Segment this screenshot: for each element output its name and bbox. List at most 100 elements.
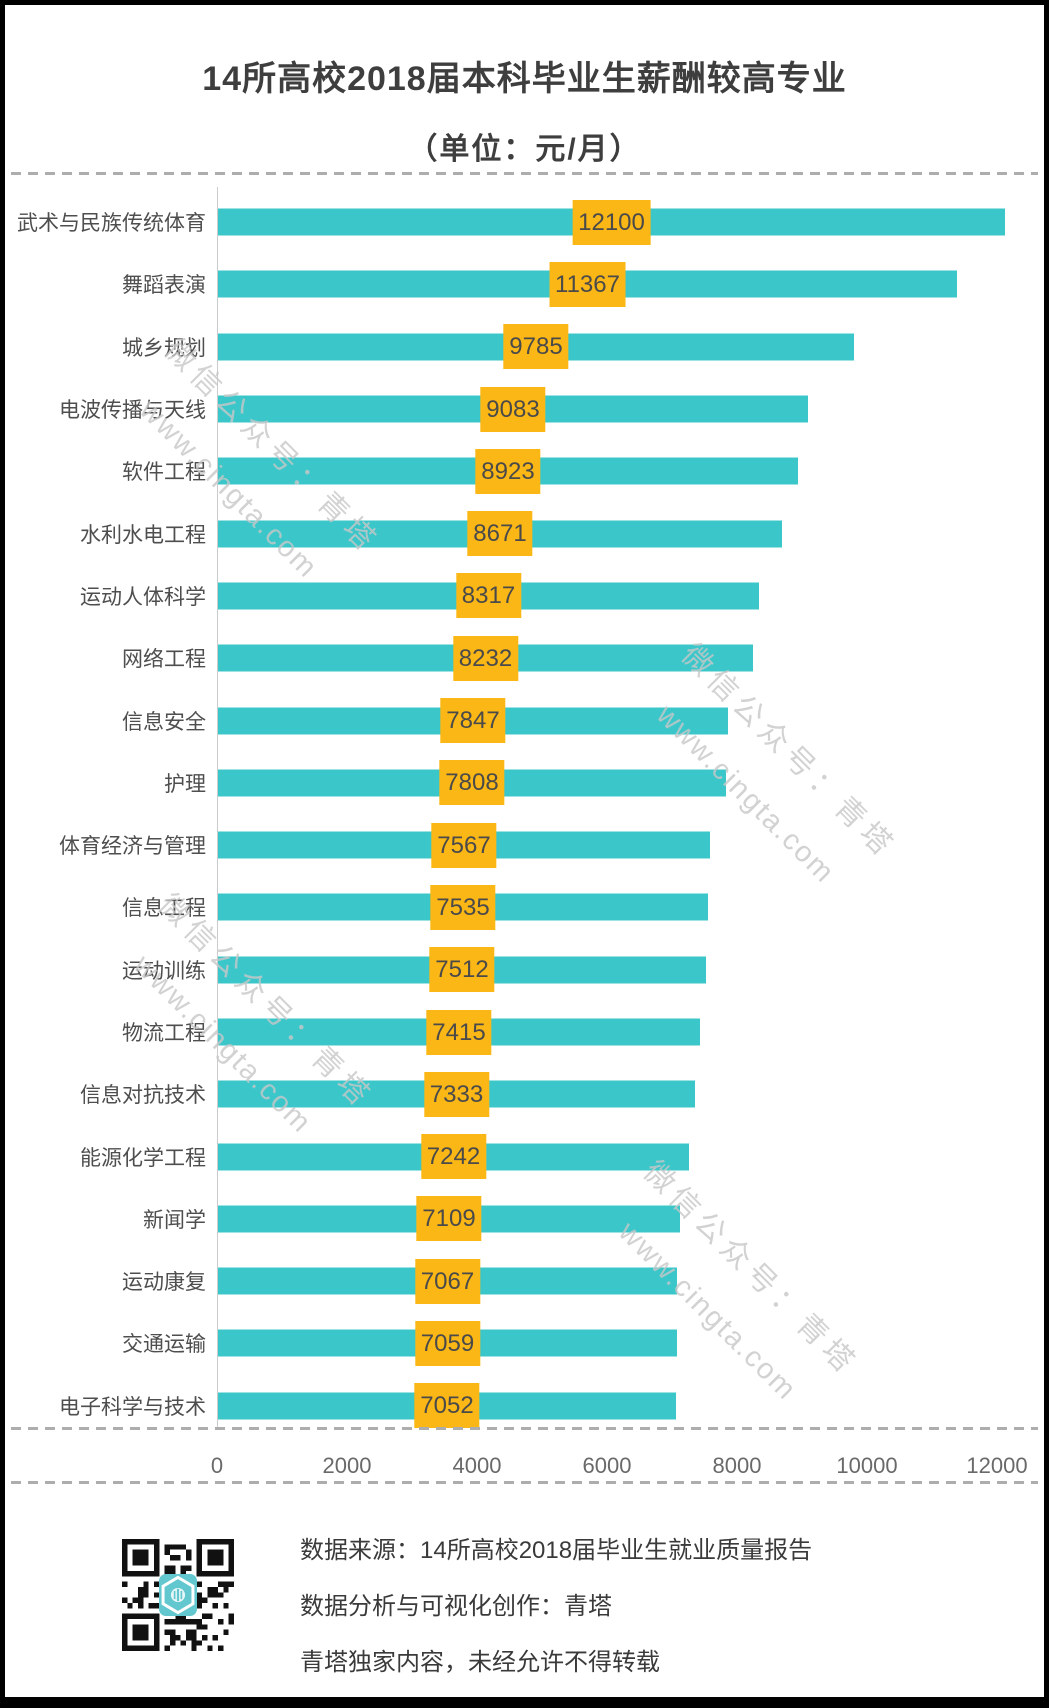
value-badge: 7535 bbox=[430, 884, 496, 930]
bar: 7109 bbox=[218, 1196, 680, 1242]
bar-track: 7067 bbox=[218, 1250, 1044, 1312]
data-source-note: 数据来源：14所高校2018届毕业生就业质量报告 bbox=[300, 1537, 813, 1564]
bar-row: 水利水电工程 8671 bbox=[5, 502, 1044, 564]
bar-row: 软件工程 8923 bbox=[5, 440, 1044, 502]
value-badge: 7333 bbox=[423, 1071, 490, 1117]
bar-track: 7535 bbox=[218, 876, 1044, 938]
y-axis-line bbox=[217, 187, 218, 1430]
category-label: 电波传播与天线 bbox=[59, 399, 206, 423]
bar-track: 8317 bbox=[218, 565, 1044, 627]
category-label: 物流工程 bbox=[122, 1022, 206, 1045]
value-badge: 7847 bbox=[440, 698, 506, 744]
bar-chart: 武术与民族传统体育 12100 舞蹈表演 11367 城乡规划 9785 电波传播与天线 90… bbox=[5, 191, 1044, 1437]
value-badge: 7067 bbox=[414, 1258, 481, 1304]
bar: 11367 bbox=[218, 261, 957, 307]
category-label: 水利水电工程 bbox=[80, 523, 206, 547]
category-label: 电子科学与技术 bbox=[59, 1395, 206, 1419]
bar-track: 7333 bbox=[218, 1063, 1044, 1125]
bar-track: 8232 bbox=[218, 627, 1044, 689]
bar-track: 9785 bbox=[218, 316, 1044, 378]
bar: 7052 bbox=[218, 1383, 676, 1429]
value-badge: 12100 bbox=[572, 199, 651, 245]
value-badge: 7567 bbox=[431, 822, 497, 868]
category-label: 护理 bbox=[164, 772, 206, 796]
bar: 8317 bbox=[218, 573, 759, 619]
bar-row: 电子科学与技术 7052 bbox=[5, 1375, 1044, 1437]
dashed-separator-below-axis bbox=[11, 1481, 1038, 1484]
bar: 7415 bbox=[218, 1009, 700, 1055]
value-badge: 9083 bbox=[480, 386, 546, 432]
x-axis-tick: 8000 bbox=[712, 1453, 762, 1478]
bar-row: 信息工程 7535 bbox=[5, 876, 1044, 938]
x-axis-tick: 2000 bbox=[322, 1453, 372, 1478]
bar-row: 体育经济与管理 7567 bbox=[5, 814, 1044, 876]
category-label: 信息对抗技术 bbox=[80, 1084, 206, 1108]
chart-subtitle-unit: （单位：元/月） bbox=[407, 133, 642, 166]
category-label: 体育经济与管理 bbox=[59, 835, 206, 859]
bar-row: 护理 7808 bbox=[5, 752, 1044, 814]
bar-track: 7567 bbox=[218, 814, 1044, 876]
value-badge: 8317 bbox=[455, 573, 522, 619]
bar-track: 7059 bbox=[218, 1312, 1044, 1374]
bar-track: 12100 bbox=[218, 191, 1044, 253]
bar: 7567 bbox=[218, 822, 710, 868]
bar: 8232 bbox=[218, 635, 753, 681]
bar: 7242 bbox=[218, 1134, 689, 1180]
category-label: 信息工程 bbox=[122, 897, 206, 921]
bar: 12100 bbox=[218, 199, 1005, 245]
category-label: 能源化学工程 bbox=[80, 1146, 206, 1170]
bar-track: 9083 bbox=[218, 378, 1044, 440]
dashed-separator-above-axis bbox=[11, 1427, 1038, 1430]
value-badge: 8232 bbox=[452, 635, 519, 681]
bar: 7535 bbox=[218, 884, 708, 930]
category-label: 信息安全 bbox=[122, 710, 206, 734]
cingta-logo-icon bbox=[159, 1574, 197, 1616]
value-badge: 9785 bbox=[503, 324, 569, 370]
bar-track: 7242 bbox=[218, 1125, 1044, 1187]
category-label: 舞蹈表演 bbox=[122, 274, 206, 298]
bar-track: 7808 bbox=[218, 752, 1044, 814]
category-label: 运动训练 bbox=[122, 959, 206, 983]
title-block: 14所高校2018届本科毕业生薪酬较高专业 （单位：元/月） bbox=[5, 51, 1044, 168]
category-label: 交通运输 bbox=[122, 1333, 206, 1357]
category-label: 运动康复 bbox=[122, 1271, 206, 1295]
category-label: 新闻学 bbox=[143, 1208, 206, 1232]
bar-track: 7052 bbox=[218, 1375, 1044, 1437]
x-axis-tick: 12000 bbox=[966, 1453, 1028, 1478]
value-badge: 7052 bbox=[414, 1383, 480, 1429]
value-badge: 11367 bbox=[549, 261, 626, 307]
bar-row: 网络工程 8232 bbox=[5, 627, 1044, 689]
bar: 7067 bbox=[218, 1258, 677, 1304]
bar-row: 信息安全 7847 bbox=[5, 689, 1044, 751]
bar-row: 舞蹈表演 11367 bbox=[5, 253, 1044, 315]
value-badge: 7415 bbox=[426, 1009, 492, 1055]
bar: 8671 bbox=[218, 511, 782, 557]
credit-note: 数据分析与可视化创作：青塔 bbox=[300, 1593, 612, 1620]
bar-track: 8923 bbox=[218, 440, 1044, 502]
category-label: 城乡规划 bbox=[122, 336, 206, 360]
bar: 7808 bbox=[218, 760, 726, 806]
value-badge: 7059 bbox=[414, 1320, 481, 1366]
bar-track: 8671 bbox=[218, 502, 1044, 564]
category-label: 软件工程 bbox=[122, 461, 206, 485]
x-axis: 0 2000 4000 6000 8000 10000 12000 bbox=[5, 1453, 1044, 1483]
value-badge: 7109 bbox=[416, 1196, 482, 1242]
bar-row: 运动训练 7512 bbox=[5, 939, 1044, 1001]
bar-row: 物流工程 7415 bbox=[5, 1001, 1044, 1063]
bar-row: 交通运输 7059 bbox=[5, 1312, 1044, 1374]
bar-row: 武术与民族传统体育 12100 bbox=[5, 191, 1044, 253]
footer-notes: 数据来源：14所高校2018届毕业生就业质量报告 数据分析与可视化创作：青塔 青… bbox=[300, 1537, 812, 1677]
bar-row: 信息对抗技术 7333 bbox=[5, 1063, 1044, 1125]
bar-row: 电波传播与天线 9083 bbox=[5, 378, 1044, 440]
bar-row: 运动康复 7067 bbox=[5, 1250, 1044, 1312]
bar: 7059 bbox=[218, 1320, 677, 1366]
bar: 7333 bbox=[218, 1071, 695, 1117]
bar: 9083 bbox=[218, 386, 808, 432]
x-axis-tick: 6000 bbox=[582, 1453, 632, 1478]
dashed-separator-top bbox=[11, 172, 1038, 175]
value-badge: 8671 bbox=[467, 511, 533, 557]
x-axis-tick: 0 bbox=[210, 1453, 224, 1478]
bar-track: 11367 bbox=[218, 253, 1044, 315]
bar: 8923 bbox=[218, 448, 798, 494]
